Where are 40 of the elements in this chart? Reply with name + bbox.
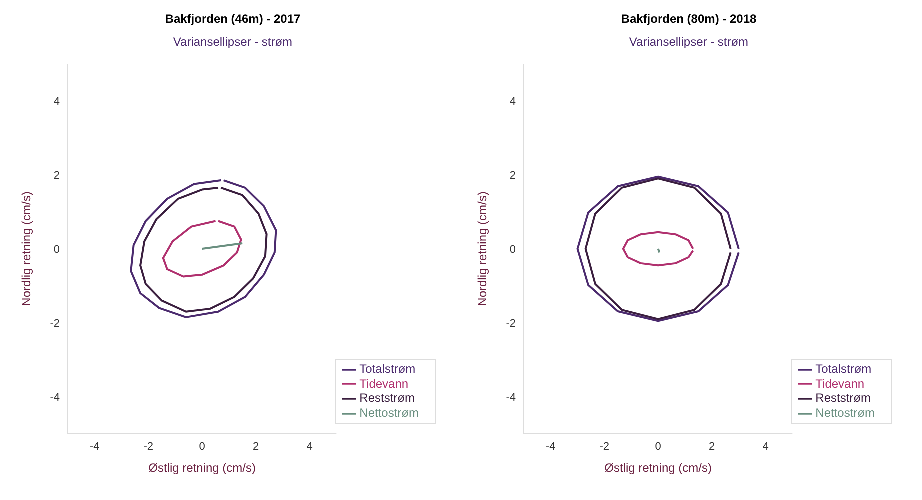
x-tick-label: 2 <box>708 440 716 453</box>
y-tick-label: -2 <box>506 318 516 330</box>
chart-title: Bakfjorden (46m) - 2017 <box>164 11 302 28</box>
y-tick-label: 4 <box>54 96 60 108</box>
y-tick-label: -2 <box>50 318 60 330</box>
legend-label: Nettostrøm <box>816 406 875 420</box>
legend-label: Nettostrøm <box>360 406 419 420</box>
y-tick-label: 2 <box>510 170 516 182</box>
x-axis-title: Østlig retning (cm/s) <box>604 461 712 475</box>
legend-label: Reststrøm <box>360 391 415 406</box>
y-tick-label: 4 <box>510 96 516 108</box>
legend-label: Reststrøm <box>816 391 871 406</box>
x-tick-label: 2 <box>252 440 260 453</box>
x-tick-label: -2 <box>600 440 610 453</box>
legend-label: Totalstrøm <box>816 362 872 376</box>
x-tick-label: -4 <box>546 440 556 453</box>
y-axis-title: Nordlig retning (cm/s) <box>475 192 490 306</box>
line-series <box>162 220 242 278</box>
line-series <box>140 186 268 313</box>
y-tick-label: 2 <box>54 170 60 182</box>
y-axis-title: Nordlig retning (cm/s) <box>19 192 34 306</box>
line-series <box>130 180 278 318</box>
chart-title: Bakfjorden (80m) - 2018 <box>620 11 758 28</box>
x-tick-label: 0 <box>199 440 206 453</box>
legend-label: Tidevann <box>360 376 409 391</box>
chart-subtitle: Variansellipser - strøm <box>172 34 294 51</box>
x-tick-label: 4 <box>306 440 313 453</box>
x-tick-label: 4 <box>762 440 769 453</box>
chart-subtitle: Variansellipser - strøm <box>628 34 750 51</box>
legend-label: Totalstrøm <box>360 362 416 376</box>
y-tick-label: -4 <box>50 392 60 404</box>
y-tick-label: 0 <box>510 244 516 256</box>
line-series <box>622 231 694 267</box>
x-tick-label: 0 <box>655 440 662 453</box>
x-tick-label: -4 <box>90 440 100 453</box>
y-tick-label: -4 <box>506 392 516 404</box>
legend-label: Tidevann <box>816 376 865 391</box>
x-axis-title: Østlig retning (cm/s) <box>148 461 256 475</box>
y-tick-label: 0 <box>54 244 60 256</box>
x-tick-label: -2 <box>144 440 154 453</box>
